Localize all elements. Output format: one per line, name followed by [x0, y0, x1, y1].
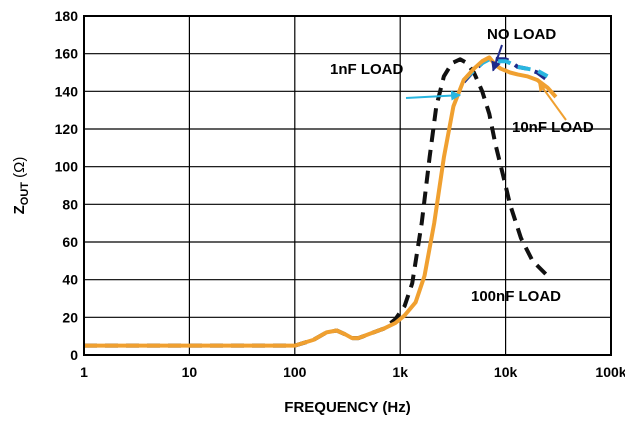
tick-labels: 0 20 40 60 80 100 120 140 160 180 1 10 100 1k 10k 100k	[55, 8, 625, 380]
y-tick-label: 80	[62, 196, 78, 212]
y-tick-label: 60	[62, 234, 78, 250]
y-tick-label: 40	[62, 272, 78, 288]
annotation-10nf-load: 10nF LOAD	[512, 119, 594, 136]
annotation-100nf-load: 100nF LOAD	[471, 288, 561, 305]
y-axis-title-subscript: OUT	[19, 182, 31, 206]
x-tick-label: 100k	[595, 364, 625, 380]
annotation-10nf-load-arrow	[537, 81, 567, 121]
series-group	[84, 55, 558, 348]
series-1nf-load	[84, 55, 558, 348]
annotation-1nf-load-arrow	[405, 90, 462, 101]
y-tick-label: 140	[55, 83, 79, 99]
y-axis-title-unit: (Ω)	[11, 157, 28, 182]
x-tick-label: 1k	[392, 364, 408, 380]
y-axis-title: ZOUT (Ω)	[11, 157, 31, 215]
x-tick-label: 1	[80, 364, 88, 380]
y-tick-label: 120	[55, 121, 79, 137]
annotations: NO LOAD 1nF LOAD 10nF LOAD 100nF LOAD	[330, 26, 594, 305]
y-tick-label: 100	[55, 159, 79, 175]
annotation-no-load-arrow	[491, 44, 503, 72]
y-tick-label: 180	[55, 8, 79, 24]
plot-frame	[83, 15, 612, 356]
y-axis-title-main: Z	[11, 205, 28, 214]
y-tick-label: 20	[62, 309, 78, 325]
y-tick-label: 0	[70, 347, 78, 363]
x-axis-title: FREQUENCY (Hz)	[284, 399, 410, 416]
annotation-no-load: NO LOAD	[487, 26, 556, 43]
x-tick-label: 100	[283, 364, 307, 380]
x-tick-label: 10	[182, 364, 198, 380]
x-tick-label: 10k	[494, 364, 518, 380]
y-tick-label: 160	[55, 46, 79, 62]
annotation-1nf-load: 1nF LOAD	[330, 61, 403, 78]
